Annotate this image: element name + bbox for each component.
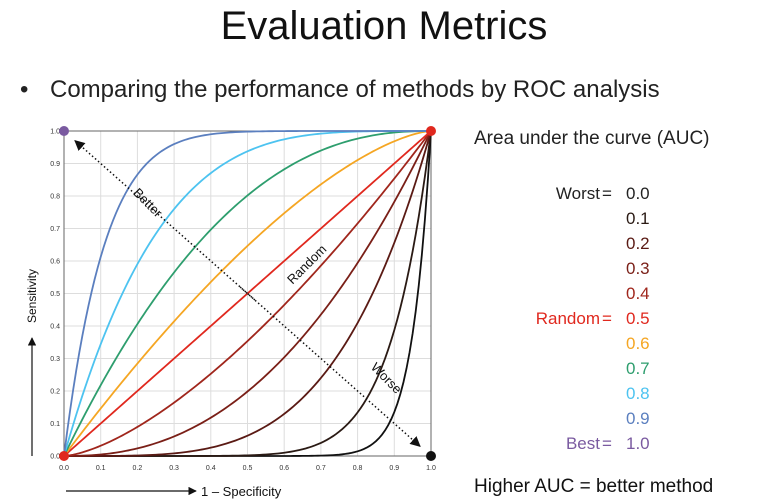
corner-point xyxy=(59,126,69,136)
better-arrow xyxy=(74,140,256,301)
auc-legend-value: 0.1 xyxy=(626,209,650,228)
auc-legend-value: 1.0 xyxy=(626,434,650,453)
roc-curve-auc-0.6 xyxy=(63,130,432,457)
auc-legend-row: 0.6 xyxy=(474,334,734,354)
y-tick-label: 0.2 xyxy=(50,389,60,396)
bullet-point: • Comparing the performance of methods by… xyxy=(20,76,660,104)
auc-legend-row: Random = 0.5 xyxy=(474,309,734,329)
y-tick-label: 0.4 xyxy=(50,324,60,331)
roc-curve-auc-0.5 xyxy=(63,130,432,457)
y-tick-label: 0.7 xyxy=(50,226,60,233)
auc-legend-value: 0.2 xyxy=(626,234,650,253)
y-tick-label: 0.1 xyxy=(50,421,60,428)
auc-legend-row: Worst = 0.0 xyxy=(474,184,734,204)
x-tick-label: 0.5 xyxy=(243,465,253,472)
roc-curve-auc-0.7 xyxy=(63,130,431,457)
x-tick-label: 0.3 xyxy=(169,465,179,472)
roc-curve-auc-0.9 xyxy=(63,130,431,457)
bullet-icon: • xyxy=(20,76,29,103)
auc-title: Area under the curve (AUC) xyxy=(474,128,710,149)
x-tick-label: 0.6 xyxy=(279,465,289,472)
footer-note: Higher AUC = better method xyxy=(474,476,714,497)
auc-legend-value: 0.4 xyxy=(626,284,650,303)
auc-legend-row: 0.2 xyxy=(474,234,734,254)
x-tick-label: 0.1 xyxy=(96,465,106,472)
auc-legend-label: Random xyxy=(535,309,600,328)
x-tick-label: 0.7 xyxy=(316,465,326,472)
roc-curve-auc-0.4 xyxy=(63,130,432,457)
y-tick-label: 0.9 xyxy=(50,161,60,168)
y-tick-label: 0.8 xyxy=(50,194,60,201)
roc-curve-auc-0.3 xyxy=(64,130,432,457)
y-tick-label: 1.0 xyxy=(50,129,60,136)
auc-legend-row: 0.1 xyxy=(474,209,734,229)
x-tick-label: 0.9 xyxy=(389,465,399,472)
y-tick-label: 0.3 xyxy=(50,356,60,363)
auc-legend-value: 0.5 xyxy=(626,309,650,328)
auc-legend-equals: = xyxy=(602,309,612,328)
auc-legend-value: 0.8 xyxy=(626,384,650,403)
slide-title: Evaluation Metrics xyxy=(220,4,548,48)
y-tick-label: 0.5 xyxy=(50,291,60,298)
x-tick-label: 0.4 xyxy=(206,465,216,472)
x-tick-label: 0.8 xyxy=(353,465,363,472)
auc-legend-label: Best xyxy=(565,434,600,453)
y-axis-label: Sensitivity xyxy=(25,269,39,323)
auc-legend-value: 0.6 xyxy=(626,334,650,353)
auc-legend-value: 0.0 xyxy=(626,184,650,203)
auc-legend-equals: = xyxy=(602,184,612,203)
auc-legend-row: 0.4 xyxy=(474,284,734,304)
bullet-text: Comparing the performance of methods by … xyxy=(50,76,660,103)
auc-legend-label: Worst xyxy=(555,184,600,203)
better-label: Better xyxy=(130,185,166,221)
y-tick-label: 0.6 xyxy=(50,259,60,266)
corner-point xyxy=(426,451,436,461)
auc-legend-row: 0.3 xyxy=(474,259,734,279)
x-tick-label: 0.0 xyxy=(59,465,69,472)
auc-legend-row: 0.9 xyxy=(474,409,734,429)
y-tick-label: 0.0 xyxy=(50,454,60,461)
corner-point xyxy=(426,126,436,136)
auc-legend-row: 0.7 xyxy=(474,359,734,379)
corner-point xyxy=(59,451,69,461)
roc-curve-auc-0.2 xyxy=(64,130,432,457)
auc-legend-equals: = xyxy=(602,434,612,453)
x-axis-label: 1 – Specificity xyxy=(201,484,282,499)
x-tick-label: 1.0 xyxy=(426,465,436,472)
auc-legend-value: 0.7 xyxy=(626,359,650,378)
auc-legend-value: 0.3 xyxy=(626,259,650,278)
auc-legend-row: 0.8 xyxy=(474,384,734,404)
worse-arrow xyxy=(239,286,421,447)
auc-legend-row: Best = 1.0 xyxy=(474,434,734,454)
auc-legend-value: 0.9 xyxy=(626,409,650,428)
x-tick-label: 0.2 xyxy=(133,465,143,472)
